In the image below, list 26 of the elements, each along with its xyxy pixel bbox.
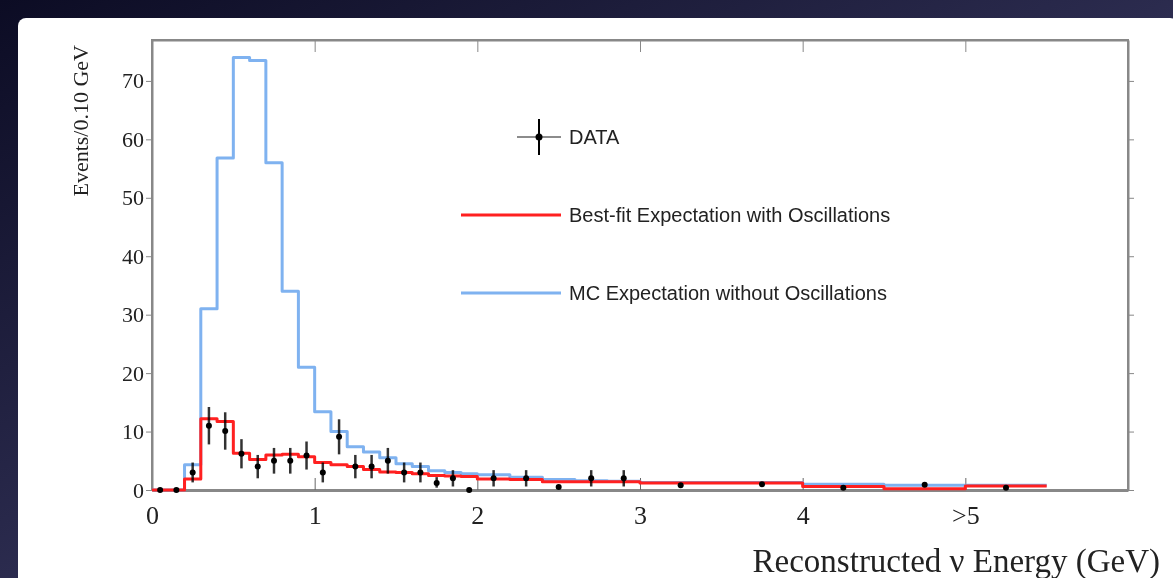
legend-label: DATA — [569, 126, 621, 148]
x-tick-label: 4 — [796, 501, 810, 531]
point — [173, 487, 180, 493]
y-tick-label: 20 — [122, 360, 144, 386]
point — [921, 481, 928, 488]
point — [840, 484, 847, 491]
y-axis-title: Events/0.10 GeV — [68, 44, 93, 197]
y-tick-label: 0 — [133, 477, 144, 503]
point — [555, 484, 562, 491]
y-tick-label: 70 — [122, 68, 144, 94]
point — [677, 482, 684, 489]
point — [1003, 484, 1009, 491]
y-tick-label: 60 — [122, 126, 144, 152]
y-tick-label: 30 — [122, 302, 144, 328]
y-tick-label: 10 — [122, 419, 144, 445]
x-tick-label: 3 — [634, 501, 647, 531]
x-tick-label: 2 — [471, 501, 485, 531]
y-tick-label: 40 — [122, 243, 144, 269]
y-tick-label: 50 — [122, 185, 144, 211]
point — [157, 487, 164, 493]
legend-label: MC Expectation without Oscillations — [569, 282, 887, 304]
point — [759, 481, 765, 488]
point — [466, 487, 473, 493]
legend-label: Best-fit Expectation with Oscillations — [569, 204, 891, 226]
x-tick-label: >5 — [952, 501, 980, 531]
x-tick-label: 1 — [308, 501, 322, 531]
